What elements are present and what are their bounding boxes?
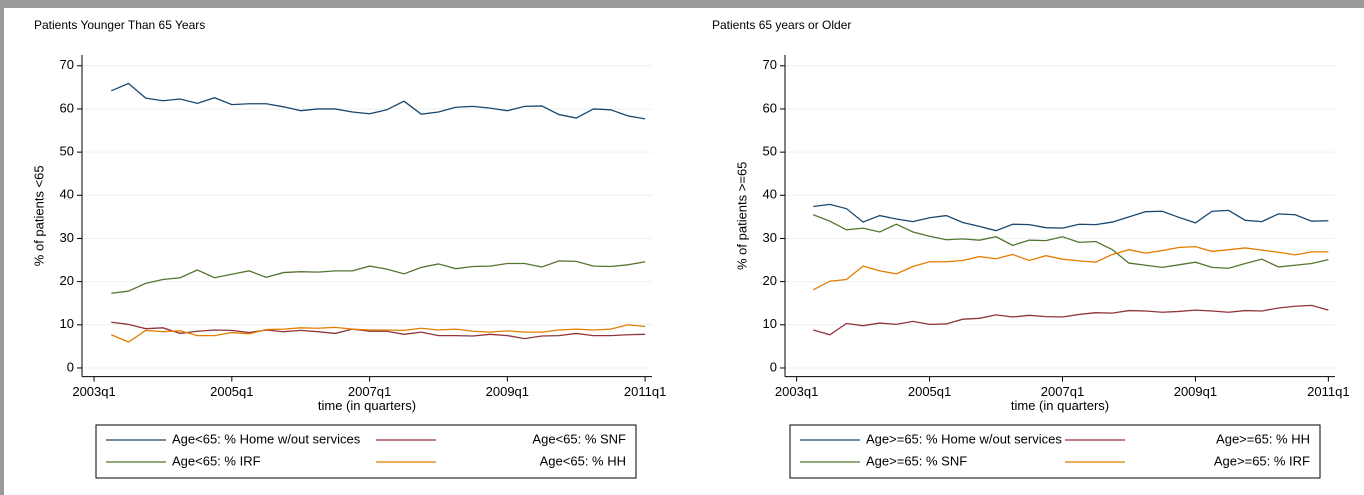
x-tick-label: 2007q1 [348,384,391,399]
chart-title: Patients 65 years or Older [712,18,851,32]
series-line [812,246,1329,291]
y-tick-label: 20 [60,273,74,288]
y-axis-title: % of patients <65 [31,165,46,266]
legend-label: Age>=65: % HH [1216,431,1310,446]
series-line [813,304,1329,336]
x-axis-title: time (in quarters) [318,398,416,413]
legend-label: Age>=65: % Home w/out services [866,431,1062,446]
series-line [111,321,646,340]
x-tick-label: 2009q1 [486,384,529,399]
series-line [111,82,646,120]
legend-box [789,424,1321,479]
x-axis-title: time (in quarters) [1011,398,1109,413]
x-tick-label: 2011q1 [624,384,666,399]
y-tick-label: 60 [60,100,74,115]
y-tick-label: 50 [763,144,777,159]
legend-label: Age<65: % IRF [172,453,261,468]
series-line [813,203,1329,232]
series-line [111,324,646,343]
series-line [813,214,1329,269]
x-tick-label: 2003q1 [72,384,115,399]
x-tick-label: 2003q1 [775,384,818,399]
y-tick-label: 60 [763,100,777,115]
y-tick-label: 70 [60,57,74,72]
legend-label: Age<65: % Home w/out services [172,431,361,446]
legend-label: Age<65: % HH [540,453,626,468]
y-tick-label: 10 [60,316,74,331]
x-tick-label: 2007q1 [1041,384,1084,399]
legend-label: Age<65: % SNF [532,431,626,446]
x-tick-label: 2009q1 [1174,384,1217,399]
y-tick-label: 30 [60,230,74,245]
x-tick-label: 2005q1 [908,384,951,399]
legend-label: Age>=65: % SNF [866,453,967,468]
y-tick-label: 70 [763,57,777,72]
series-line [111,260,646,294]
x-tick-label: 2011q1 [1307,384,1349,399]
y-tick-label: 0 [67,359,74,374]
x-tick-label: 2005q1 [210,384,253,399]
y-tick-label: 0 [770,359,777,374]
y-tick-label: 40 [60,187,74,202]
y-tick-label: 10 [763,316,777,331]
legend-box [95,424,637,479]
y-tick-label: 40 [763,187,777,202]
y-axis-title: % of patients >=65 [734,162,749,270]
legend-label: Age>=65: % IRF [1214,453,1310,468]
y-tick-label: 20 [763,273,777,288]
y-tick-label: 30 [763,230,777,245]
chart-title: Patients Younger Than 65 Years [34,18,205,32]
y-tick-label: 50 [60,144,74,159]
